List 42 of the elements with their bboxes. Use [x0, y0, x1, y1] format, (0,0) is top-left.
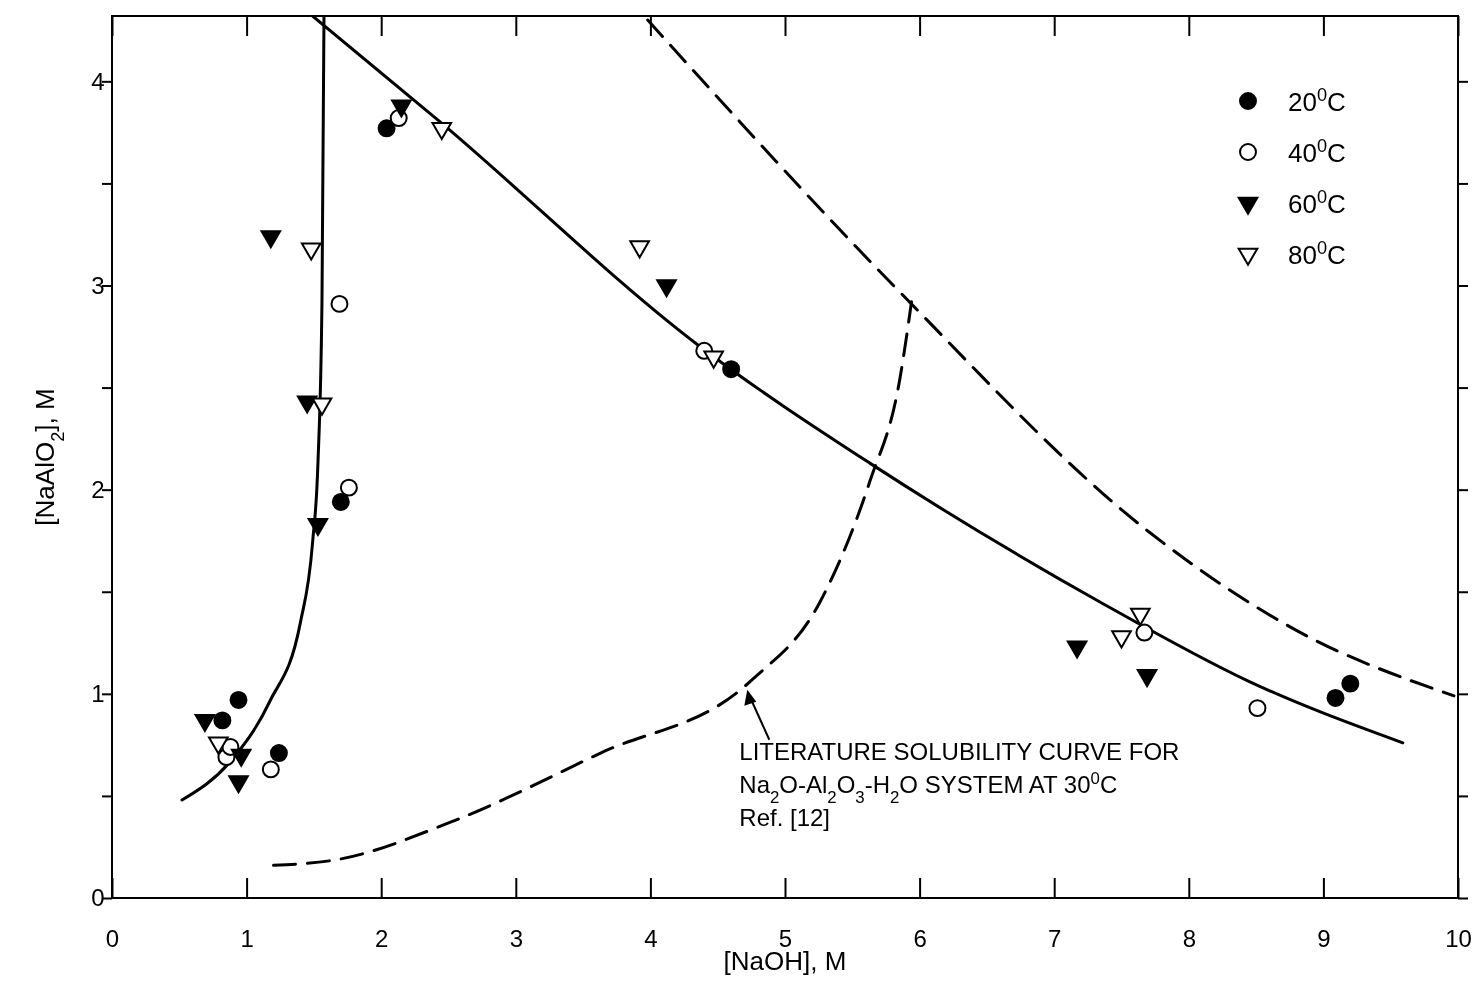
annotation: LITERATURE SOLUBILITY CURVE FOR	[739, 737, 1180, 765]
legend-label: 40$^{0}$C	[1288, 136, 1346, 168]
point	[1130, 607, 1151, 626]
x-tick-label: 3	[509, 925, 523, 953]
y-tick-label: 3	[91, 271, 105, 299]
point	[431, 121, 453, 141]
point	[391, 99, 412, 118]
point	[656, 279, 677, 298]
point	[261, 760, 280, 779]
point	[1066, 640, 1088, 659]
point	[1326, 688, 1345, 707]
point	[339, 478, 358, 497]
point	[300, 242, 322, 261]
point	[213, 711, 232, 730]
y-tick-label: 0	[91, 884, 105, 912]
x-tick-label: 6	[913, 925, 927, 953]
point	[269, 744, 288, 762]
point	[307, 518, 329, 537]
x-tick-label: 1	[240, 925, 254, 953]
point	[229, 691, 248, 709]
point	[331, 492, 350, 511]
point	[1248, 699, 1267, 718]
legend-label: 60$^{0}$C	[1288, 187, 1346, 219]
x-tick-label: 8	[1182, 925, 1196, 953]
point	[311, 397, 333, 416]
point	[1341, 674, 1360, 693]
point	[722, 360, 741, 379]
point	[629, 240, 650, 259]
y-tick-label: 2	[91, 475, 105, 503]
point	[1135, 623, 1154, 642]
x-tick-label: 10	[1445, 925, 1472, 953]
x-tick-label: 7	[1048, 925, 1062, 953]
y-tick-label: 4	[91, 67, 105, 95]
y-tick-label: 1	[91, 680, 105, 708]
x-tick-label: 4	[644, 925, 658, 953]
legend-label: 20$^{0}$C	[1288, 85, 1346, 117]
x-tick-label: 9	[1317, 925, 1331, 953]
legend-label: 80$^{0}$C	[1288, 238, 1346, 270]
point	[703, 350, 724, 369]
point	[260, 230, 282, 249]
point	[296, 395, 318, 414]
x-tick-label: 2	[375, 925, 389, 953]
